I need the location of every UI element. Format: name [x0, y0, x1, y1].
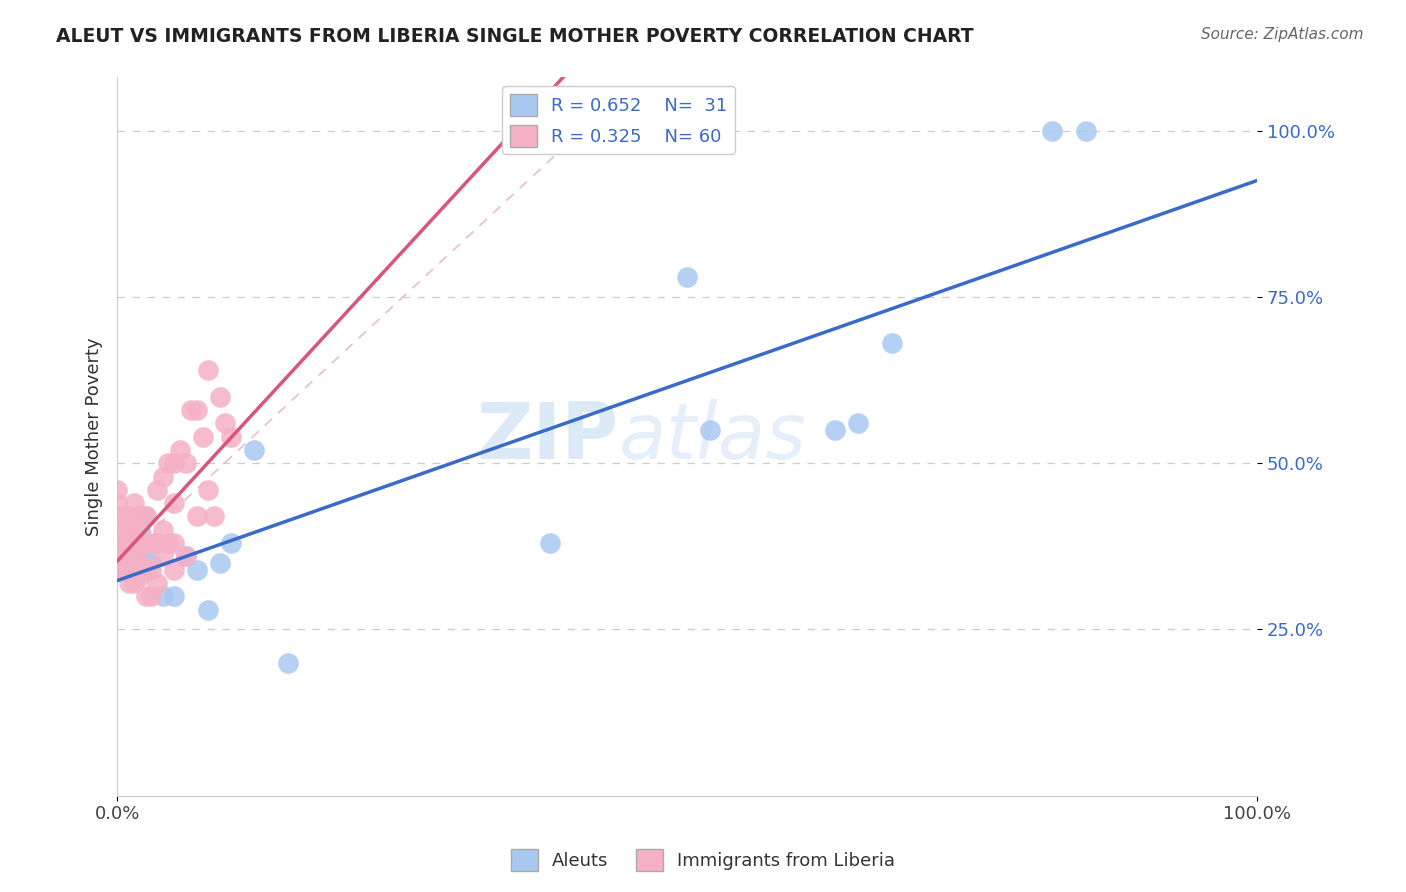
Legend: R = 0.652    N=  31, R = 0.325    N= 60: R = 0.652 N= 31, R = 0.325 N= 60: [502, 87, 734, 154]
Point: [105, 563, 128, 577]
Point: [174, 549, 197, 564]
Point: [111, 549, 134, 564]
Point: [117, 536, 139, 550]
Point: [538, 536, 561, 550]
Point: [219, 536, 242, 550]
Point: [105, 536, 128, 550]
Point: [124, 563, 146, 577]
Point: [174, 456, 197, 470]
Point: [197, 363, 219, 377]
Point: [117, 563, 139, 577]
Point: [124, 549, 146, 564]
Point: [202, 509, 225, 524]
Point: [146, 576, 169, 591]
Point: [214, 417, 236, 431]
Point: [277, 656, 299, 670]
Point: [135, 509, 157, 524]
Point: [186, 563, 208, 577]
Point: [208, 556, 231, 570]
Point: [882, 336, 904, 351]
Point: [117, 549, 139, 564]
Y-axis label: Single Mother Poverty: Single Mother Poverty: [86, 337, 103, 536]
Text: atlas: atlas: [619, 399, 807, 475]
Point: [208, 390, 231, 404]
Point: [186, 403, 208, 417]
Point: [117, 549, 139, 564]
Point: [1040, 123, 1063, 137]
Point: [105, 523, 128, 537]
Point: [117, 563, 139, 577]
Point: [141, 563, 163, 577]
Point: [180, 403, 202, 417]
Point: [129, 556, 152, 570]
Point: [676, 270, 699, 285]
Point: [243, 442, 266, 457]
Point: [141, 589, 163, 603]
Point: [141, 536, 163, 550]
Point: [191, 429, 214, 443]
Point: [824, 423, 846, 437]
Point: [124, 563, 146, 577]
Point: [111, 523, 134, 537]
Point: [141, 556, 163, 570]
Point: [129, 509, 152, 524]
Point: [146, 536, 169, 550]
Point: [117, 536, 139, 550]
Point: [135, 589, 157, 603]
Point: [169, 442, 191, 457]
Point: [105, 542, 128, 557]
Point: [105, 549, 128, 564]
Point: [124, 496, 146, 510]
Point: [152, 469, 174, 483]
Point: [174, 549, 197, 564]
Point: [135, 536, 157, 550]
Point: [163, 456, 186, 470]
Point: [152, 589, 174, 603]
Point: [117, 509, 139, 524]
Legend: Aleuts, Immigrants from Liberia: Aleuts, Immigrants from Liberia: [503, 842, 903, 879]
Text: ALEUT VS IMMIGRANTS FROM LIBERIA SINGLE MOTHER POVERTY CORRELATION CHART: ALEUT VS IMMIGRANTS FROM LIBERIA SINGLE …: [56, 27, 974, 45]
Point: [124, 549, 146, 564]
Point: [124, 523, 146, 537]
Point: [111, 549, 134, 564]
Point: [152, 549, 174, 564]
Point: [163, 536, 186, 550]
Point: [163, 589, 186, 603]
Point: [111, 563, 134, 577]
Point: [111, 536, 134, 550]
Point: [135, 509, 157, 524]
Point: [111, 536, 134, 550]
Point: [124, 576, 146, 591]
Point: [163, 563, 186, 577]
Point: [157, 456, 180, 470]
Point: [163, 496, 186, 510]
Point: [129, 556, 152, 570]
Point: [129, 536, 152, 550]
Point: [105, 509, 128, 524]
Point: [846, 417, 869, 431]
Point: [105, 483, 128, 497]
Point: [111, 509, 134, 524]
Point: [219, 429, 242, 443]
Point: [111, 563, 134, 577]
Text: ZIP: ZIP: [477, 399, 619, 475]
Point: [152, 523, 174, 537]
Point: [197, 483, 219, 497]
Point: [197, 602, 219, 616]
Point: [105, 496, 128, 510]
Point: [117, 523, 139, 537]
Point: [129, 569, 152, 583]
Text: Source: ZipAtlas.com: Source: ZipAtlas.com: [1201, 27, 1364, 42]
Point: [157, 536, 180, 550]
Point: [117, 576, 139, 591]
Point: [1074, 123, 1097, 137]
Point: [699, 423, 721, 437]
Point: [146, 483, 169, 497]
Point: [129, 523, 152, 537]
Point: [135, 549, 157, 564]
Point: [146, 536, 169, 550]
Point: [135, 563, 157, 577]
Point: [186, 509, 208, 524]
